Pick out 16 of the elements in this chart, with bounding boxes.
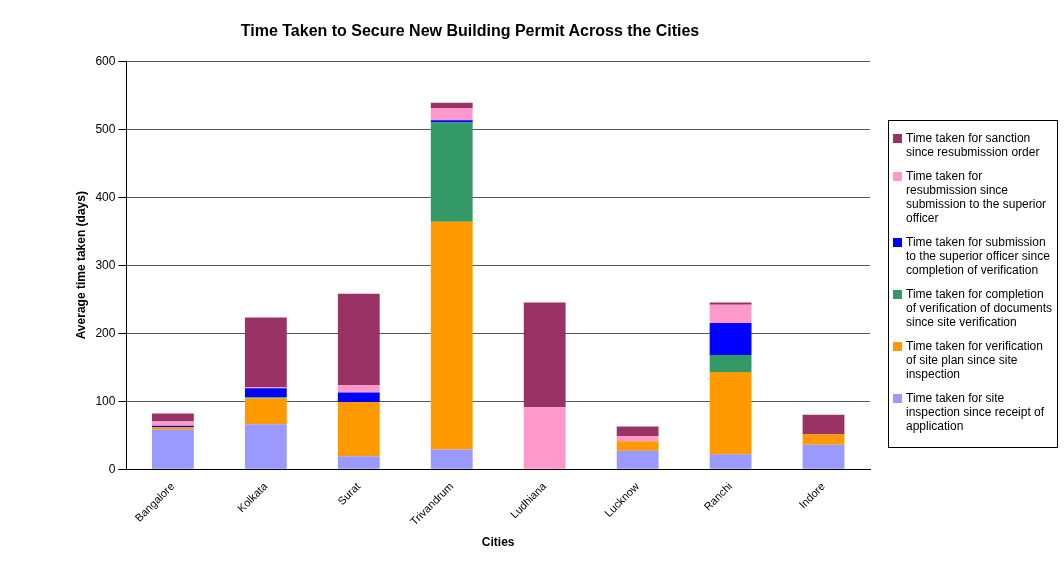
legend-label: Time taken for submission to the superior officer since completion of verification xyxy=(906,235,1051,277)
y-tick-label: 200 xyxy=(95,325,116,340)
legend-label: Time taken for verification of site plan since site inspection xyxy=(906,339,1044,381)
y-tick-label: 500 xyxy=(95,121,116,136)
y-tick-label: 400 xyxy=(95,189,116,204)
legend-label: Time taken for sanction since resubmission order xyxy=(906,131,1041,159)
y-tick-label: 300 xyxy=(95,257,116,272)
y-tick-label: 100 xyxy=(95,393,116,408)
legend-label: Time taken for resubmission since submission to the superior officer xyxy=(906,169,1048,225)
y-tick-label: 600 xyxy=(95,53,116,68)
y-axis-title: Average time taken (days) xyxy=(73,191,88,340)
y-tick-label: 0 xyxy=(108,461,116,476)
legend-label: Time taken for completion of verification of documents since site verification xyxy=(906,287,1053,329)
legend-label: Time taken for site inspection since receipt of application xyxy=(906,391,1046,433)
x-axis-title: Cities xyxy=(481,535,515,550)
chart-title: Time Taken to Secure New Building Permit Across the Cities xyxy=(240,22,700,40)
